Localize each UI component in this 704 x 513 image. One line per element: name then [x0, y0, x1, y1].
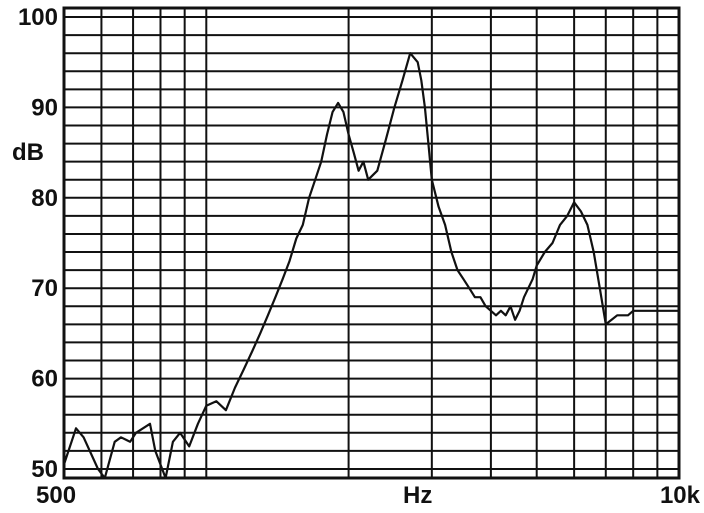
y-tick-label: 80	[31, 185, 58, 212]
y-tick-label: 100	[18, 4, 58, 31]
y-tick-label: 90	[31, 94, 58, 121]
chart-grid	[62, 6, 681, 480]
x-tick-label: 10k	[660, 482, 701, 509]
series-group	[62, 52, 679, 480]
response-curve	[62, 52, 679, 480]
y-axis-tick-labels: 100 90 80 70 60 50	[18, 4, 58, 483]
x-tick-label: Hz	[403, 482, 432, 509]
x-axis-tick-labels: 500 Hz 10k	[36, 482, 701, 509]
y-tick-label: 60	[31, 366, 58, 393]
x-tick-label: 500	[36, 482, 76, 509]
y-axis-unit-label: dB	[12, 139, 44, 166]
y-tick-label: 70	[31, 275, 58, 302]
y-tick-label: 50	[31, 456, 58, 483]
plot-frame	[62, 6, 681, 480]
